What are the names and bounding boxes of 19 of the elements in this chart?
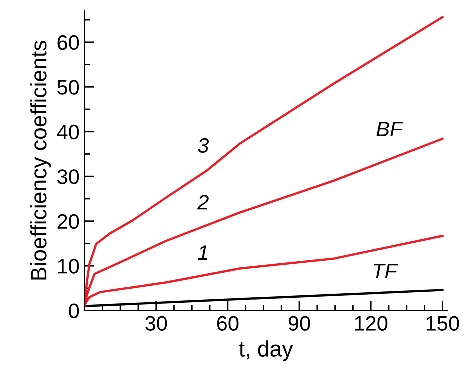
x-tick-label: 90 — [288, 316, 310, 331]
series-label: 1 — [198, 246, 208, 260]
y-tick-label: 40 — [57, 124, 80, 140]
y-tick-label: 30 — [58, 170, 80, 184]
y-tick-label: 20 — [58, 214, 80, 230]
x-tick-label: 60 — [217, 316, 239, 331]
y-tick-label: 60 — [58, 35, 80, 50]
x-tick-label: 30 — [146, 316, 168, 331]
y-tick-label: 50 — [58, 80, 80, 95]
series-label: TF — [374, 264, 398, 278]
x-tick-label: 120 — [355, 316, 388, 331]
y-tick-label: 0 — [69, 304, 80, 319]
series-label: 3 — [198, 138, 209, 154]
series-label: 2 — [197, 195, 209, 210]
y-axis-title: Bioefficiency coefficients — [30, 41, 52, 280]
y-tick-label: 10 — [58, 259, 80, 274]
x-tick-label: 150 — [426, 316, 460, 331]
x-axis-title: t, day — [239, 340, 294, 362]
annotation: BF — [376, 122, 404, 136]
